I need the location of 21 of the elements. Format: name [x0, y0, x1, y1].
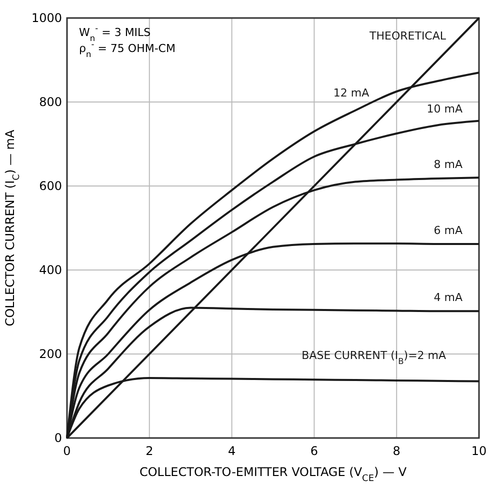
x-tick-label: 0: [63, 444, 71, 458]
x-tick-label: 8: [392, 444, 400, 458]
x-tick-label: 4: [228, 444, 236, 458]
series-label: 10 mA: [426, 102, 463, 116]
y-tick-label: 600: [39, 179, 62, 193]
y-tick-label: 0: [54, 431, 62, 445]
series-label: 8 mA: [434, 158, 463, 171]
x-axis-title: COLLECTOR-TO-EMITTER VOLTAGE (V$_{CE}$) — V: [139, 465, 408, 484]
x-tick-label: 6: [310, 444, 318, 458]
series-label: 12 mA: [333, 86, 370, 100]
series-label: THEORETICAL: [368, 30, 447, 43]
annotation: W$_{n}$$^{-}$ = 3 MILS: [79, 23, 151, 43]
y-tick-label: 400: [39, 263, 62, 277]
y-tick-label: 800: [39, 95, 62, 109]
series-label: BASE CURRENT (I$_{B}$)=2 mA: [302, 348, 447, 366]
series-label: 4 mA: [434, 291, 463, 304]
series-label: 6 mA: [434, 224, 463, 237]
y-tick-label: 200: [39, 347, 62, 361]
x-tick-label: 10: [471, 444, 487, 458]
x-tick-label: 2: [146, 444, 154, 458]
y-tick-label: 1000: [31, 11, 62, 25]
